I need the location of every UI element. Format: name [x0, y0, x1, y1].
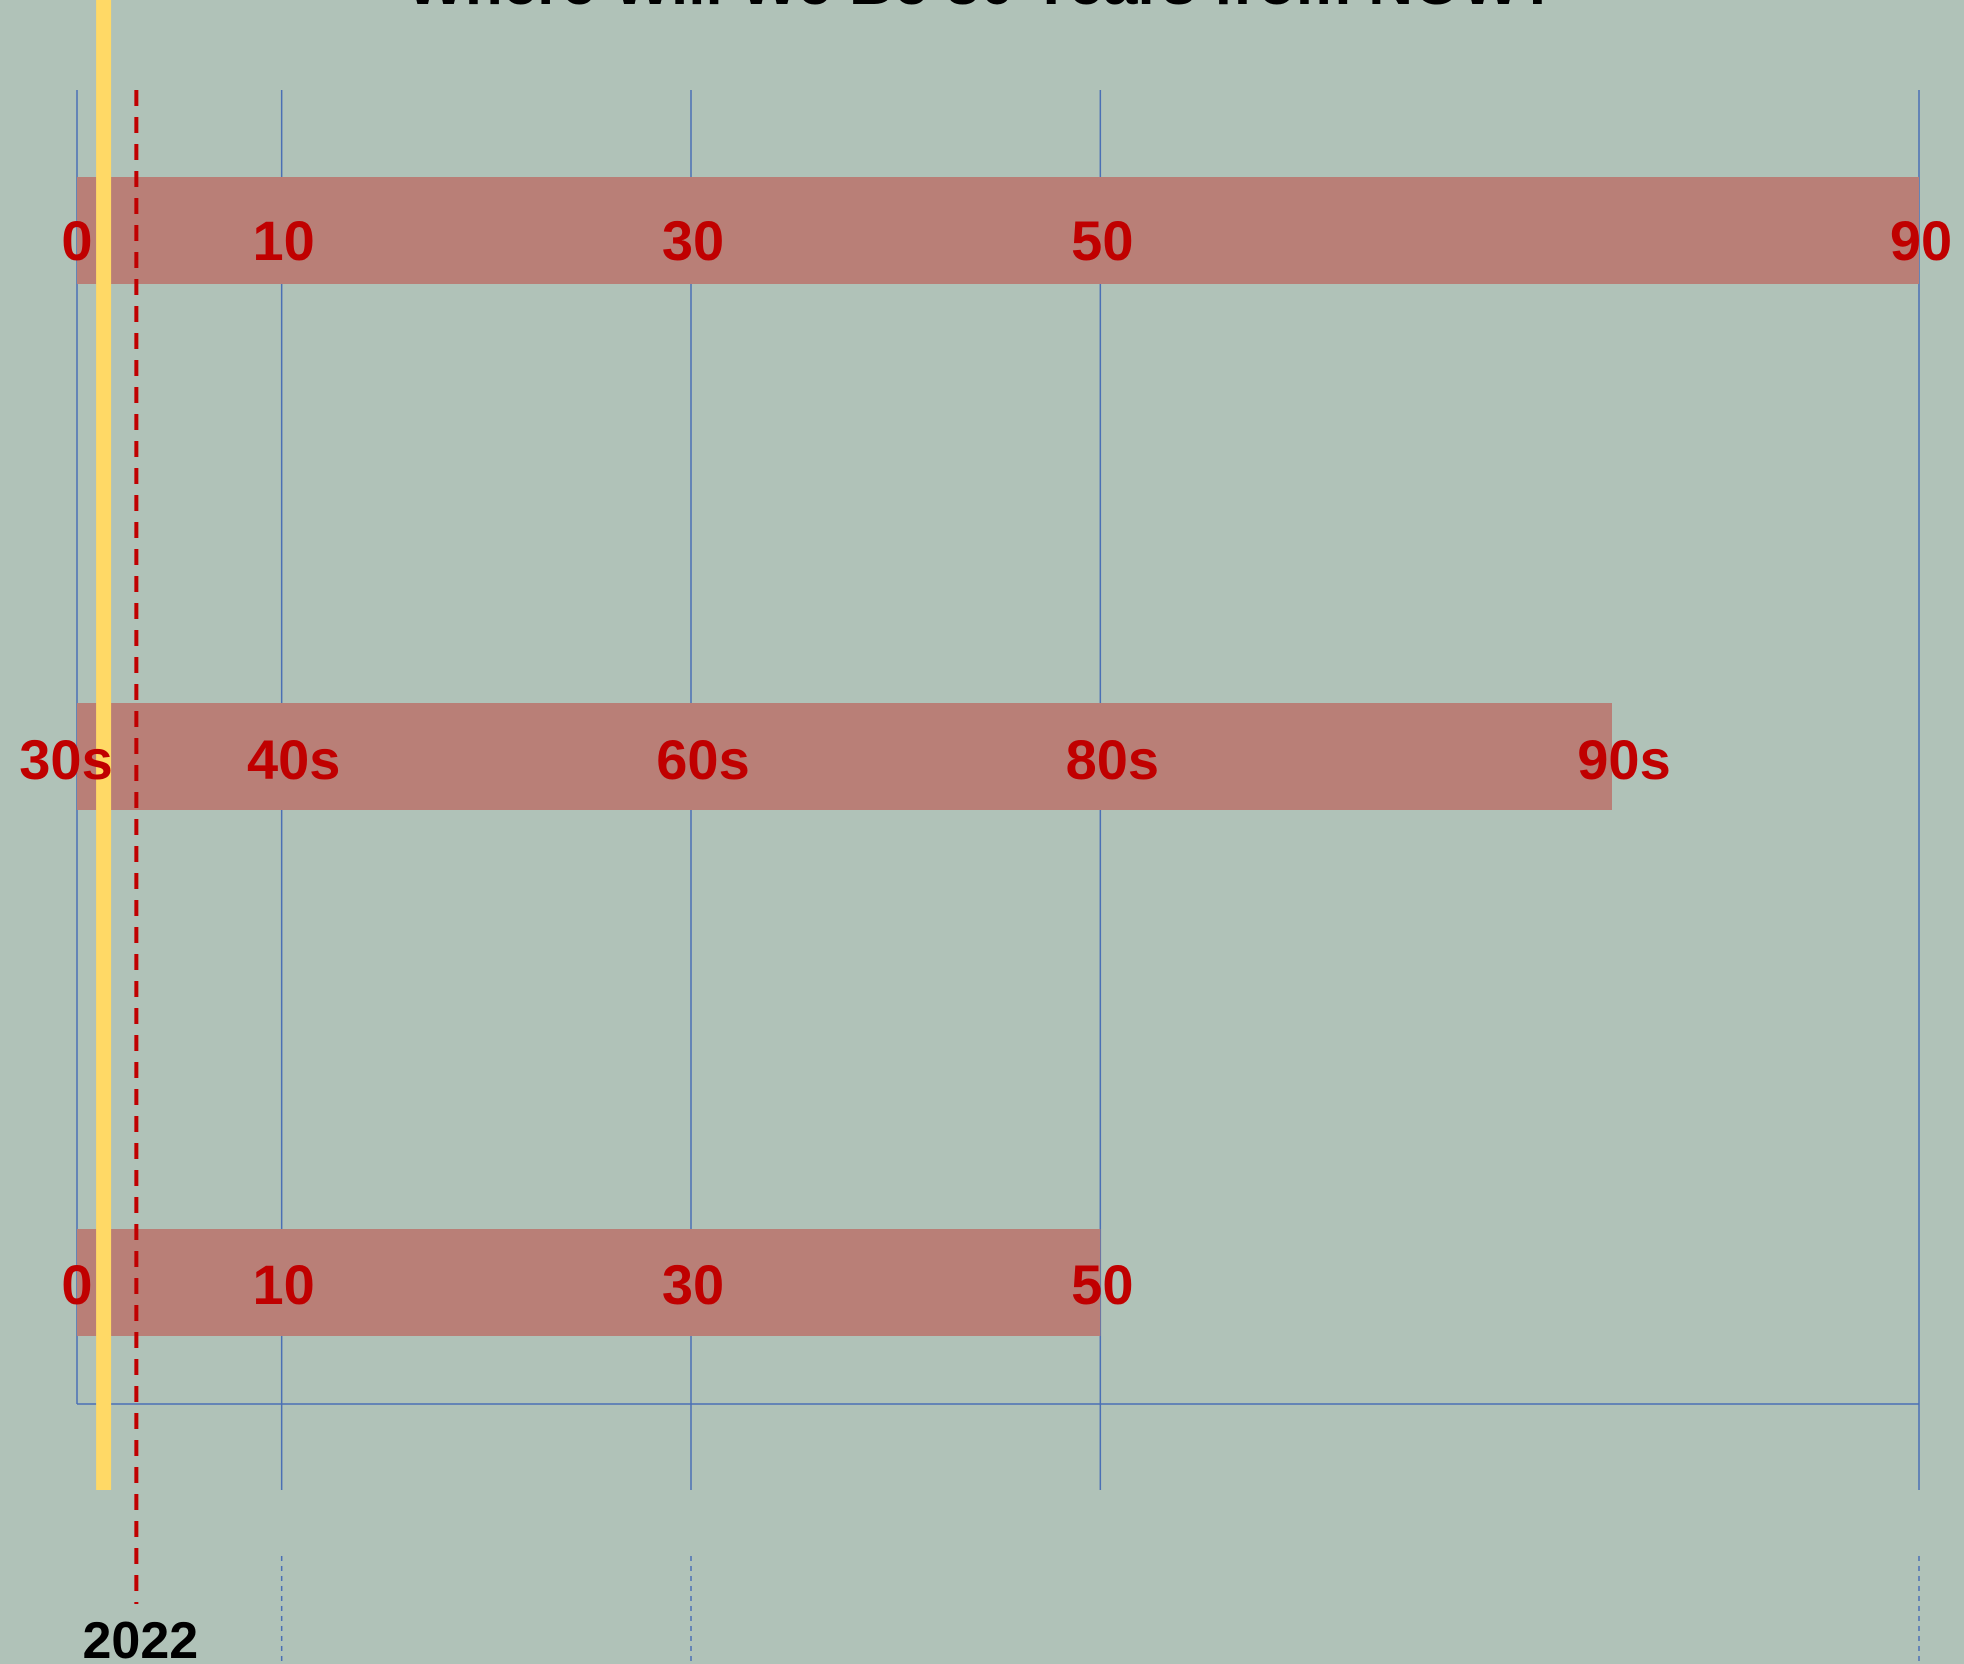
bar-middle-label-40s: 40s — [247, 728, 340, 791]
age-bars — [77, 177, 1919, 1336]
bar-top — [77, 177, 1919, 284]
bar-top-label-90: 90 — [1890, 209, 1952, 272]
bar-middle — [77, 703, 1612, 810]
time-markers: 2022 — [83, 0, 199, 1664]
year-marker-label: 2022 — [83, 1612, 199, 1664]
bar-bottom-label-50: 50 — [1071, 1253, 1133, 1316]
bar-bottom-label-0: 0 — [61, 1253, 92, 1316]
bar-middle-label-80s: 80s — [1066, 728, 1159, 791]
bar-bottom — [77, 1229, 1101, 1336]
gridlines — [76, 90, 1920, 1664]
bar-top-label-30: 30 — [662, 209, 724, 272]
bar-middle-label-90s: 90s — [1577, 728, 1670, 791]
bar-bottom-label-10: 10 — [253, 1253, 315, 1316]
bar-top-label-50: 50 — [1071, 209, 1133, 272]
bar-middle-label-60s: 60s — [656, 728, 749, 791]
bar-bottom-label-30: 30 — [662, 1253, 724, 1316]
bar-middle-label-30s: 30s — [19, 728, 112, 791]
bar-top-label-0: 0 — [61, 209, 92, 272]
bar-top-label-10: 10 — [253, 209, 315, 272]
slide-title: Where Will We Be 30 Years from NOW? — [406, 0, 1557, 18]
bar-labels: 0 10 30 50 90 30s 40s 60s 80s 90s 0 10 30 50 — [19, 209, 1952, 1316]
